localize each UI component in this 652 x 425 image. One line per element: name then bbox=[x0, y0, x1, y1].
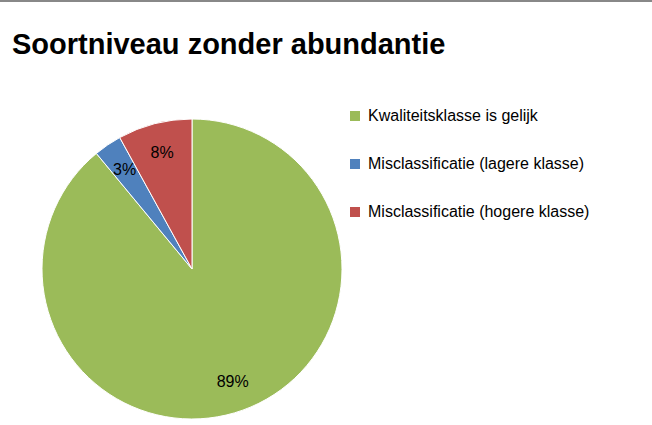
html-text:Misclassificatie (lagere klass: Misclassificatie (lagere klasse) bbox=[368, 155, 585, 172]
html-text:Kwaliteitsklasse is gelijk: Kwaliteitsklasse is gelijk bbox=[368, 107, 538, 124]
svg-text:3%: 3% bbox=[113, 161, 136, 178]
svg-text:89%: 89% bbox=[217, 373, 249, 390]
html-text:Misclassificatie (hogere klass: Misclassificatie (hogere klasse) bbox=[368, 203, 590, 220]
svg-text:8%: 8% bbox=[151, 144, 174, 161]
html-text:Soortniveau zonder abundantie: Soortniveau zonder abundantie bbox=[12, 28, 446, 60]
